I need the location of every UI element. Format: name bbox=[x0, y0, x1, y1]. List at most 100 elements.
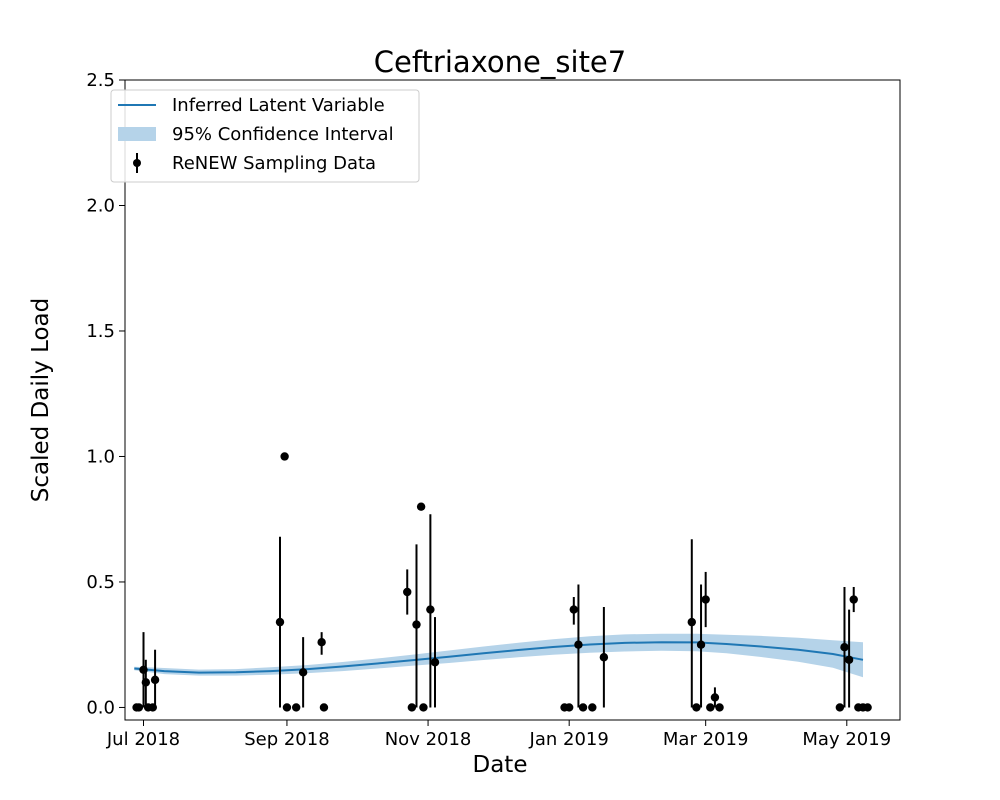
legend-point-swatch bbox=[133, 159, 141, 167]
sampling-marker bbox=[412, 620, 421, 629]
x-tick-label: Jul 2018 bbox=[106, 729, 180, 750]
y-tick-label: 0.5 bbox=[86, 572, 115, 593]
sampling-point bbox=[275, 536, 285, 708]
sampling-point bbox=[419, 703, 428, 712]
latent-line-layer bbox=[134, 641, 864, 674]
legend-label-points: ReNEW Sampling Data bbox=[172, 153, 376, 174]
sampling-marker bbox=[710, 693, 720, 702]
sampling-point bbox=[588, 703, 597, 712]
sampling-point bbox=[569, 597, 579, 625]
sampling-point bbox=[407, 703, 417, 712]
sampling-point bbox=[426, 514, 435, 708]
x-tick-label: Jan 2019 bbox=[529, 729, 609, 750]
sampling-marker bbox=[141, 678, 151, 687]
sampling-marker bbox=[134, 703, 144, 712]
sampling-points-layer bbox=[132, 452, 872, 712]
sampling-point bbox=[835, 703, 845, 712]
x-axis-label: Date bbox=[473, 752, 528, 778]
y-tick-label: 0.0 bbox=[86, 697, 115, 718]
sampling-point bbox=[412, 544, 421, 708]
sampling-marker bbox=[416, 502, 426, 511]
x-tick-label: Sep 2018 bbox=[244, 729, 329, 750]
y-tick-label: 1.0 bbox=[86, 446, 115, 467]
sampling-point bbox=[692, 703, 701, 712]
sampling-marker bbox=[282, 703, 292, 712]
sampling-point bbox=[701, 571, 710, 628]
sampling-point bbox=[706, 703, 715, 712]
sampling-marker bbox=[150, 675, 160, 685]
sampling-marker bbox=[430, 658, 440, 667]
confidence-band-layer bbox=[134, 633, 864, 678]
sampling-point bbox=[578, 703, 588, 712]
sampling-marker bbox=[275, 617, 285, 627]
sampling-point bbox=[282, 703, 292, 712]
sampling-point bbox=[564, 703, 574, 712]
sampling-marker bbox=[291, 703, 301, 712]
sampling-marker bbox=[849, 595, 858, 604]
sampling-marker bbox=[715, 703, 724, 712]
sampling-point bbox=[319, 703, 329, 712]
sampling-point bbox=[280, 452, 289, 461]
chart-title: Ceftriaxone_site7 bbox=[374, 45, 626, 79]
sampling-marker bbox=[578, 703, 588, 712]
sampling-point bbox=[134, 703, 144, 712]
plot-area bbox=[132, 452, 872, 712]
sampling-point bbox=[844, 609, 854, 708]
sampling-point bbox=[715, 703, 724, 712]
x-tick-label: May 2019 bbox=[802, 729, 891, 750]
sampling-point bbox=[710, 687, 720, 708]
sampling-point bbox=[687, 539, 696, 708]
sampling-marker bbox=[863, 703, 872, 712]
sampling-point bbox=[298, 637, 308, 708]
sampling-point bbox=[696, 584, 706, 708]
legend: Inferred Latent Variable 95% Confidence … bbox=[110, 89, 420, 183]
sampling-marker bbox=[317, 637, 326, 647]
sampling-point bbox=[416, 502, 426, 511]
sampling-marker bbox=[599, 653, 609, 662]
sampling-marker bbox=[419, 703, 428, 712]
confidence-band bbox=[134, 633, 864, 678]
sampling-point bbox=[150, 649, 160, 708]
sampling-marker bbox=[574, 640, 583, 649]
sampling-marker bbox=[692, 703, 701, 712]
sampling-point bbox=[430, 617, 440, 708]
sampling-marker bbox=[706, 703, 715, 712]
sampling-marker bbox=[835, 703, 845, 712]
legend-band-swatch bbox=[118, 127, 156, 141]
x-tick-label: Nov 2018 bbox=[385, 729, 472, 750]
sampling-point bbox=[849, 586, 858, 613]
sampling-point bbox=[863, 703, 872, 712]
sampling-point bbox=[317, 632, 326, 655]
sampling-marker bbox=[840, 643, 849, 652]
legend-label-band: 95% Confidence Interval bbox=[172, 124, 394, 145]
y-tick-label: 1.5 bbox=[86, 321, 115, 342]
legend-label-latent: Inferred Latent Variable bbox=[172, 95, 385, 116]
sampling-marker bbox=[403, 587, 412, 597]
sampling-marker bbox=[564, 703, 574, 712]
sampling-marker bbox=[696, 640, 706, 649]
sampling-marker bbox=[298, 668, 308, 677]
sampling-point bbox=[574, 584, 583, 708]
sampling-point bbox=[840, 586, 849, 708]
sampling-marker bbox=[588, 703, 597, 712]
sampling-marker bbox=[280, 452, 289, 461]
legend-box bbox=[110, 89, 420, 183]
sampling-marker bbox=[844, 655, 854, 664]
plot-frame bbox=[124, 79, 901, 721]
sampling-point bbox=[599, 607, 609, 708]
sampling-point bbox=[291, 703, 301, 712]
sampling-marker bbox=[687, 617, 696, 627]
y-tick-label: 2.0 bbox=[86, 195, 115, 216]
sampling-point bbox=[141, 659, 151, 708]
sampling-marker bbox=[319, 703, 329, 712]
sampling-marker bbox=[407, 703, 417, 712]
y-axis-ticks: 0.0 0.5 1.0 1.5 2.0 2.5 bbox=[86, 70, 125, 718]
sampling-marker bbox=[569, 605, 579, 614]
y-axis-label: Scaled Daily Load bbox=[28, 298, 54, 502]
sampling-marker bbox=[701, 595, 710, 604]
sampling-marker bbox=[426, 605, 435, 614]
x-axis-ticks: Jul 2018 Sep 2018 Nov 2018 Jan 2019 Mar 2019… bbox=[106, 720, 891, 750]
y-tick-label: 2.5 bbox=[86, 70, 115, 91]
sampling-point bbox=[403, 569, 412, 615]
